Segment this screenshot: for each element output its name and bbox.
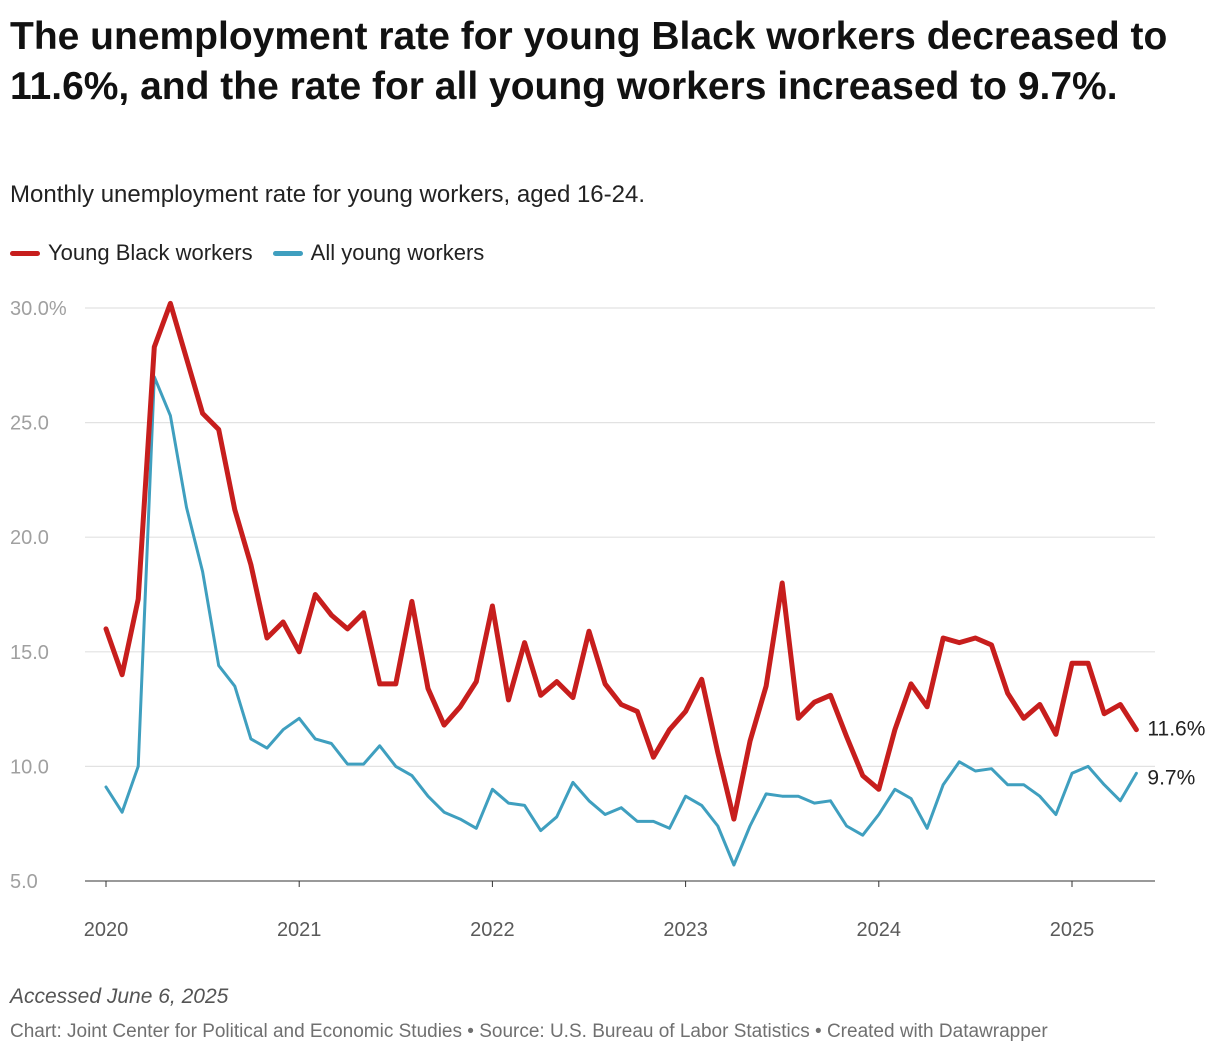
line-chart: 30.0%25.020.015.010.05.0 2020 2021 2022 202… bbox=[10, 298, 1205, 941]
legend-swatch-all-young-workers bbox=[272, 250, 303, 256]
chart-subtitle: Monthly unemployment rate for young work… bbox=[10, 181, 646, 208]
y-tick-label: 5.0 bbox=[10, 871, 38, 893]
x-tick-label: 2020 bbox=[84, 919, 129, 941]
chart-title: The unemployment rate for young Black wo… bbox=[10, 15, 1168, 108]
end-label-young-black-workers: 11.6% bbox=[1147, 718, 1205, 741]
legend-swatch-young-black-workers bbox=[10, 250, 40, 256]
chart-notes: Accessed June 6, 2025 bbox=[10, 985, 229, 1008]
end-label-layer: 11.6% 9.7% bbox=[1147, 718, 1205, 790]
end-label-all-young-workers: 9.7% bbox=[1147, 766, 1195, 789]
legend-item-all-young-workers: All young workers bbox=[272, 240, 485, 266]
y-tick-label: 25.0 bbox=[10, 413, 49, 435]
x-tick-layer: 2020 2021 2022 2023 2024 2025 bbox=[84, 881, 1095, 941]
x-tick-label: 2021 bbox=[277, 919, 322, 941]
legend: Young Black workers All young workers bbox=[10, 240, 504, 266]
grid-layer: 30.0% 25.0 20.0 15.0 10.0 5.0 bbox=[10, 298, 1155, 893]
y-tick-label: 20.0 bbox=[10, 527, 49, 549]
y-tick-label: 15.0 bbox=[10, 642, 49, 664]
x-tick-label: 2023 bbox=[663, 919, 708, 941]
series-layer bbox=[103, 300, 1139, 867]
legend-label-young-black-workers: Young Black workers bbox=[48, 240, 253, 265]
y-tick-label: 10.0 bbox=[10, 756, 49, 778]
x-tick-label: 2022 bbox=[470, 919, 515, 941]
x-tick-label: 2024 bbox=[857, 919, 902, 941]
y-tick-label: 30.0% bbox=[10, 298, 67, 320]
legend-item-young-black-workers: Young Black workers bbox=[10, 240, 253, 266]
x-tick-label: 2025 bbox=[1050, 919, 1095, 941]
series-line-all-young-workers bbox=[104, 375, 1138, 867]
series-line-young-black-workers bbox=[103, 300, 1139, 822]
legend-label-all-young-workers: All young workers bbox=[310, 240, 485, 265]
chart-footer: Chart: Joint Center for Political and Ec… bbox=[10, 1021, 1048, 1042]
